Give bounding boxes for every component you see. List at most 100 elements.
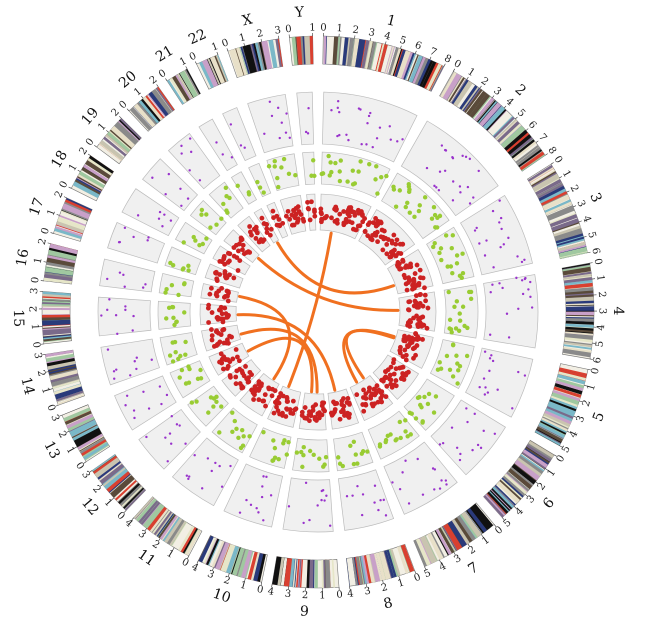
track-point	[405, 344, 411, 350]
track-point	[225, 210, 230, 215]
tick-mark	[194, 61, 197, 65]
track-point	[451, 155, 454, 159]
track-point	[363, 391, 369, 397]
band	[563, 341, 592, 348]
track-point	[233, 347, 239, 352]
track-point	[217, 258, 223, 264]
track-point	[433, 225, 438, 230]
track-point	[230, 429, 235, 434]
band	[214, 541, 226, 569]
track-point	[166, 305, 172, 311]
track-segment	[430, 399, 506, 476]
track-point	[151, 176, 154, 179]
track-segment	[282, 477, 334, 533]
track-point	[400, 259, 406, 264]
track-point	[391, 371, 397, 377]
band	[367, 41, 377, 70]
track-segment	[198, 118, 238, 172]
tick-label: 0	[256, 584, 264, 596]
track-point	[253, 226, 259, 232]
track-point	[507, 236, 510, 240]
track-point	[330, 109, 333, 112]
track-point	[180, 144, 183, 148]
band	[136, 498, 159, 523]
track-point	[106, 277, 109, 281]
tick-mark	[466, 76, 469, 80]
track-segment	[372, 354, 420, 400]
band	[542, 195, 570, 211]
track-point	[293, 406, 299, 412]
track-point	[336, 106, 339, 110]
tick-label: 2	[302, 590, 309, 601]
track-point	[468, 202, 472, 205]
band	[72, 425, 99, 441]
track-point	[368, 395, 374, 401]
track-point	[237, 366, 243, 372]
track-point	[460, 271, 466, 276]
track-point	[345, 395, 351, 401]
band	[551, 392, 580, 406]
band	[407, 54, 419, 82]
track-point	[230, 410, 235, 415]
track-point	[302, 405, 308, 410]
band	[479, 102, 502, 127]
track-point	[304, 481, 308, 485]
band	[103, 136, 127, 157]
track-point	[425, 305, 431, 311]
track-point	[379, 174, 384, 180]
band	[558, 371, 586, 381]
track-point	[445, 264, 450, 269]
tick-label: 2	[536, 481, 549, 493]
track-point	[433, 488, 436, 491]
track-point	[247, 224, 253, 229]
track-point	[448, 264, 454, 269]
band	[306, 559, 310, 588]
track-point	[290, 398, 296, 404]
track-point	[378, 126, 382, 129]
track-point	[230, 156, 234, 159]
track-point	[527, 288, 530, 291]
track-point	[197, 242, 202, 248]
track-point	[405, 320, 411, 326]
track-point	[396, 140, 399, 143]
track-point	[446, 289, 451, 295]
band	[515, 144, 539, 164]
track-point	[227, 333, 233, 339]
tick-label: 0	[413, 572, 423, 585]
track-point	[408, 261, 413, 267]
track-point	[329, 215, 334, 221]
track-point	[239, 144, 243, 147]
track-point	[483, 254, 487, 257]
tick-mark	[453, 68, 456, 72]
track-1	[97, 91, 539, 533]
band	[66, 414, 93, 427]
track-point	[308, 518, 311, 522]
tick-mark	[185, 66, 188, 70]
track-point	[256, 239, 262, 245]
band	[203, 537, 217, 564]
track-point	[351, 439, 357, 444]
track-point	[249, 372, 254, 378]
band	[268, 39, 278, 69]
data-tracks	[97, 91, 539, 533]
tick-label: 1	[560, 169, 573, 180]
chromosome-label: 16	[13, 248, 32, 269]
track-point	[517, 370, 520, 374]
track-segment	[99, 258, 156, 293]
track-point	[384, 173, 389, 179]
track-point	[420, 303, 426, 309]
band	[180, 527, 197, 553]
track-point	[222, 305, 228, 311]
track-point	[445, 483, 448, 486]
band	[553, 386, 582, 398]
band	[199, 60, 216, 89]
band	[511, 139, 535, 159]
band	[47, 360, 76, 370]
track-point	[380, 247, 386, 253]
tick-mark	[260, 38, 262, 42]
track-point	[375, 191, 380, 196]
track-point	[320, 489, 323, 493]
track-segment	[97, 296, 152, 337]
chromosome-label: 22	[186, 26, 209, 48]
track-segment	[223, 463, 284, 528]
